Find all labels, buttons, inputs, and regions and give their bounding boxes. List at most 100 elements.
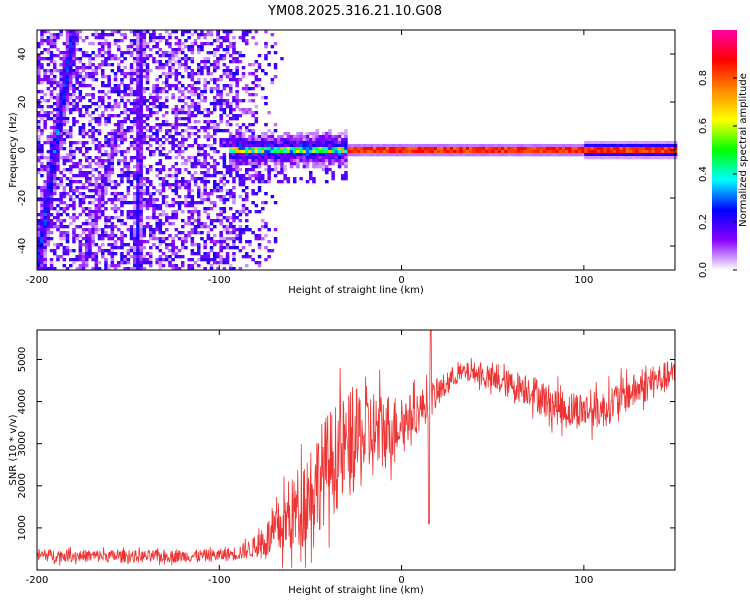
heatmap-cell	[641, 144, 646, 148]
heatmap-cell	[248, 108, 252, 112]
heatmap-cell	[177, 117, 182, 121]
heatmap-cell	[229, 147, 233, 151]
heatmap-cell	[225, 114, 230, 118]
heatmap-cell	[149, 39, 153, 43]
heatmap-cell	[145, 222, 150, 226]
heatmap-cell	[152, 45, 156, 49]
heatmap-cell	[59, 87, 63, 91]
heatmap-cell	[331, 135, 335, 139]
heatmap-cell	[104, 144, 108, 148]
heatmap-cell	[133, 39, 137, 43]
heatmap-cell	[219, 108, 223, 112]
heatmap-cell	[280, 180, 284, 184]
heatmap-cell	[219, 57, 223, 61]
heatmap-cell	[481, 147, 486, 151]
heatmap-cell	[72, 57, 76, 61]
heatmap-cell	[238, 228, 243, 232]
heatmap-cell	[56, 168, 60, 172]
heatmap-cell	[110, 165, 115, 169]
heatmap-cell	[174, 117, 179, 121]
heatmap-cell	[309, 177, 313, 181]
heatmap-cell	[123, 201, 127, 205]
heatmap-cell	[235, 57, 239, 61]
heatmap-cell	[85, 36, 89, 40]
heatmap-cell	[245, 108, 249, 112]
heatmap-cell	[113, 141, 118, 145]
heatmap-cell	[222, 84, 227, 88]
heatmap-cell	[616, 156, 620, 160]
heatmap-cell	[88, 114, 92, 118]
heatmap-cell	[126, 114, 131, 118]
heatmap-cell	[56, 183, 60, 187]
heatmap-cell	[251, 156, 255, 160]
heatmap-cell	[117, 63, 121, 67]
heatmap-cell	[69, 153, 73, 157]
heatmap-cell	[197, 87, 201, 91]
heatmap-cell	[209, 30, 214, 34]
heatmap-cell	[133, 69, 137, 73]
heatmap-cell	[248, 63, 252, 67]
heatmap-cell	[75, 147, 79, 151]
heatmap-cell	[229, 267, 233, 271]
heatmap-cell	[187, 156, 191, 160]
heatmap-cell	[126, 243, 131, 247]
heatmap-cell	[648, 156, 652, 160]
heatmap-cell	[168, 36, 172, 40]
heatmap-cell	[49, 54, 54, 58]
heatmap-cell	[145, 225, 150, 229]
heatmap-cell	[232, 168, 236, 172]
heatmap-cell	[59, 63, 63, 67]
heatmap-cell	[350, 147, 355, 151]
heatmap-cell	[123, 132, 127, 136]
heatmap-cell	[241, 231, 246, 235]
heatmap-cell	[152, 210, 156, 214]
heatmap-cell	[219, 198, 223, 202]
heatmap-cell	[414, 153, 419, 157]
heatmap-cell	[129, 72, 134, 76]
heatmap-cell	[59, 33, 63, 37]
heatmap-cell	[229, 192, 233, 196]
heatmap-cell	[94, 192, 99, 196]
heatmap-cell	[123, 36, 127, 40]
heatmap-cell	[46, 75, 51, 79]
heatmap-cell	[296, 138, 300, 142]
heatmap-cell	[149, 150, 153, 154]
heatmap-cell	[229, 105, 233, 109]
heatmap-cell	[216, 36, 220, 40]
heatmap-cell	[200, 111, 204, 115]
heatmap-cell	[366, 150, 371, 154]
heatmap-cell	[161, 201, 166, 205]
heatmap-cell	[245, 87, 249, 91]
heatmap-cell	[225, 84, 230, 88]
heatmap-cell	[46, 240, 51, 244]
snr-ylabel: SNR (10 * v/v)	[8, 414, 19, 485]
heatmap-cell	[72, 48, 76, 52]
heatmap-cell	[40, 165, 44, 169]
heatmap-cell	[107, 156, 111, 160]
heatmap-cell	[206, 261, 211, 265]
heatmap-cell	[120, 33, 124, 37]
heatmap-cell	[37, 156, 41, 160]
heatmap-cell	[136, 51, 140, 55]
heatmap-cell	[43, 255, 47, 259]
heatmap-cell	[139, 108, 143, 112]
heatmap-cell	[69, 204, 73, 208]
heatmap-cell	[193, 90, 198, 94]
heatmap-cell	[37, 66, 41, 70]
heatmap-cell	[113, 123, 118, 127]
heatmap-cell	[280, 57, 284, 61]
heatmap-cell	[46, 192, 51, 196]
heatmap-cell	[318, 156, 323, 160]
heatmap-cell	[75, 33, 79, 37]
heatmap-cell	[299, 177, 303, 181]
heatmap-cell	[97, 159, 102, 163]
heatmap-cell	[101, 255, 105, 259]
heatmap-cell	[65, 159, 70, 163]
heatmap-cell	[619, 141, 623, 145]
heatmap-cell	[145, 204, 150, 208]
heatmap-cell	[49, 264, 54, 268]
heatmap-cell	[568, 147, 572, 151]
heatmap-cell	[254, 210, 259, 214]
heatmap-cell	[161, 186, 166, 190]
heatmap-cell	[373, 150, 377, 154]
